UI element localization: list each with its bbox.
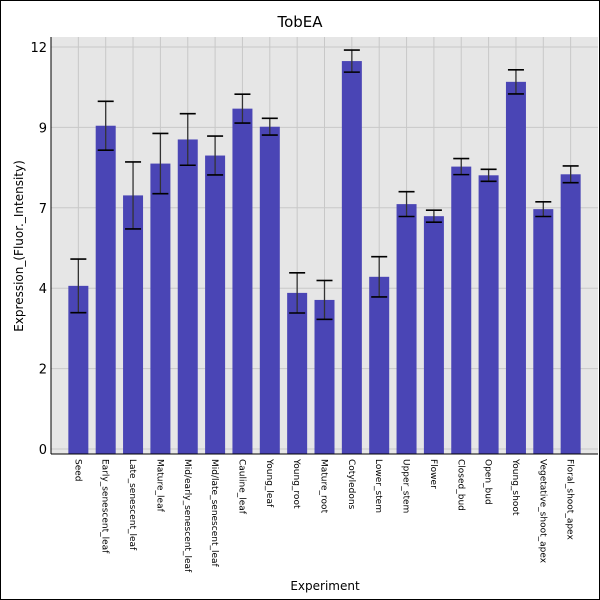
x-tick-label: Flower [428, 459, 438, 489]
x-tick-label: Mature_root [319, 459, 329, 514]
y-tick-label: 2 [39, 363, 47, 378]
bar [123, 195, 144, 454]
x-tick-label: Floral_shoot_apex [565, 459, 575, 540]
x-axis-label: Experiment [290, 579, 360, 593]
y-tick-label: 12 [30, 41, 47, 56]
y-tick-label: 7 [39, 202, 47, 217]
y-axis-label: Expression_(Fluor._Intensity) [12, 160, 26, 332]
x-tick-label: Vegetative_shoot_apex [537, 459, 547, 564]
x-tick-label: Mature_leaf [154, 459, 164, 513]
bar [341, 61, 362, 454]
bar [205, 155, 226, 455]
bar [287, 292, 308, 454]
x-tick-label: Cauline_leaf [236, 459, 246, 515]
bar [533, 209, 554, 454]
bar [259, 126, 280, 454]
x-tick-label: Upper_stem [401, 459, 411, 513]
bar [423, 216, 444, 454]
x-tick-label: Early_senescent_leaf [100, 459, 110, 554]
x-tick-label: Closed_bud [455, 459, 465, 511]
bar [68, 285, 89, 454]
bar [560, 174, 581, 455]
bar [232, 108, 253, 454]
bar [478, 175, 499, 454]
bar [505, 81, 526, 454]
x-tick-label: Young_leaf [264, 458, 274, 508]
x-tick-label: Mid/late_senescent_leaf [209, 459, 219, 568]
x-tick-label: Open_bud [483, 459, 493, 505]
bar [314, 299, 335, 454]
x-tick-label: Late_senescent_leaf [127, 459, 137, 551]
y-tick-label: 9 [39, 121, 47, 136]
y-tick-label: 0 [39, 443, 47, 458]
bar [177, 139, 198, 454]
bar [451, 166, 472, 454]
bar [150, 163, 171, 454]
x-tick-label: Cotyledons [346, 459, 356, 510]
x-tick-label: Seed [72, 459, 82, 482]
x-tick-label: Mid/early_senescent_leaf [182, 459, 192, 573]
chart-title: TobEA [276, 13, 323, 31]
x-tick-label: Lower_stem [373, 459, 383, 513]
y-tick-label: 4 [39, 282, 47, 297]
bar [369, 276, 390, 454]
x-tick-label: Young_root [291, 458, 301, 509]
bar [396, 204, 417, 454]
x-tick-label: Young_shoot [510, 458, 520, 516]
bar [95, 125, 116, 454]
